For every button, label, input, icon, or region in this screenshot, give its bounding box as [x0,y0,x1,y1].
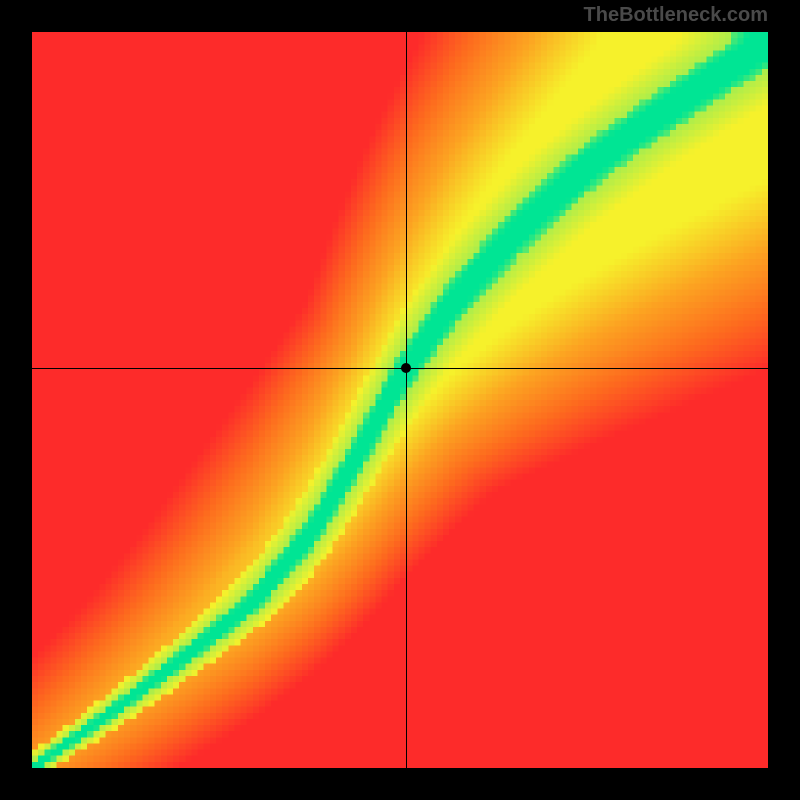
crosshair-marker [401,363,411,373]
heatmap-canvas [32,32,768,768]
crosshair-vertical [406,32,407,768]
watermark-text: TheBottleneck.com [584,4,768,27]
heatmap-plot [32,32,768,768]
